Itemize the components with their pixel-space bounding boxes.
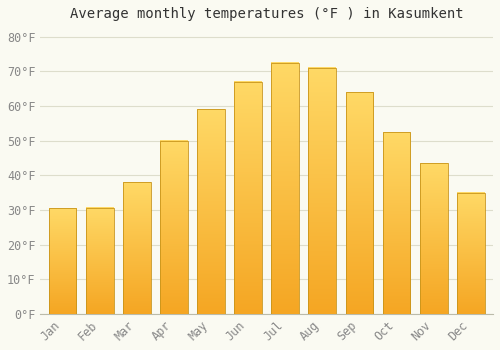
Bar: [48, 208, 76, 314]
Title: Average monthly temperatures (°F ) in Kasumkent: Average monthly temperatures (°F ) in Ka…: [70, 7, 464, 21]
Bar: [197, 110, 225, 314]
Bar: [86, 208, 114, 314]
Bar: [382, 132, 410, 314]
Bar: [123, 182, 150, 314]
Bar: [160, 141, 188, 314]
Bar: [308, 68, 336, 314]
Bar: [234, 82, 262, 314]
Bar: [457, 193, 484, 314]
Bar: [272, 63, 299, 314]
Bar: [346, 92, 374, 314]
Bar: [420, 163, 448, 314]
